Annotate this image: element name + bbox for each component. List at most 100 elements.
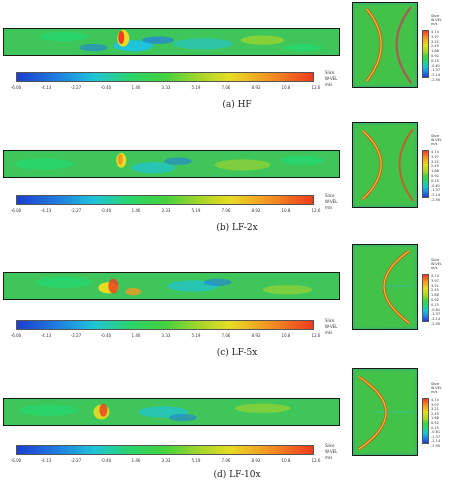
- colorbar-ticks: -6.00 -4.13 -2.27 -0.40 1.46 3.33 5.19 7…: [8, 333, 324, 341]
- legend-unit: m/s: [431, 266, 438, 270]
- velocity-field: [4, 151, 339, 177]
- vtick-label: 1.68: [431, 293, 439, 298]
- vtick-label: 2.45: [431, 411, 439, 416]
- legend-quantity: W-VEL: [431, 262, 442, 266]
- tick-label: 5.19: [191, 333, 201, 338]
- velocity-field: [4, 29, 339, 55]
- vtick-label: 0.15: [431, 178, 439, 183]
- tick-label: -0.40: [100, 208, 112, 213]
- vertical-colorbar-labels: Slice W-VEL m/s 4.74 3.97 3.21 2.45 1.68…: [431, 134, 471, 206]
- legend-unit: m/s: [431, 142, 438, 146]
- vtick-label: 0.92: [431, 421, 439, 425]
- tick-label: 1.46: [131, 208, 141, 213]
- cross-section-field: [353, 123, 417, 207]
- legend-slice: Slice: [325, 318, 335, 323]
- legend-quantity: W-VEL: [325, 449, 338, 454]
- colorbar: [16, 320, 314, 330]
- tick-label: -2.27: [70, 458, 82, 463]
- vtick-label: 2.45: [431, 44, 439, 49]
- tick-label: 12.6: [311, 208, 321, 213]
- tick-label: -6.00: [10, 458, 22, 463]
- legend-quantity: W-VEL: [325, 324, 338, 329]
- cross-section-field: [353, 245, 417, 329]
- cross-section-image: [352, 368, 418, 456]
- vtick-label: -1.37: [431, 434, 441, 439]
- velocity-slice-image: [3, 150, 340, 178]
- legend-quantity: W-VEL: [431, 386, 442, 390]
- velocity-field: [4, 273, 339, 299]
- tick-label: -4.13: [40, 333, 52, 338]
- colorbar-legend: Slice W-VEL m/s: [325, 318, 338, 336]
- colorbar: [16, 445, 314, 455]
- tick-label: 12.6: [311, 458, 321, 463]
- panel-d: -6.00 -4.13 -2.27 -0.40 1.46 3.33 5.19 7…: [0, 366, 474, 484]
- tick-label: -2.27: [70, 333, 82, 338]
- cross-section-image: [352, 2, 418, 88]
- tick-label: -2.27: [70, 85, 82, 90]
- vertical-colorbar: [422, 398, 429, 444]
- velocity-slice-image: [3, 398, 340, 426]
- tick-label: 10.8: [281, 208, 291, 213]
- vtick-label: -1.37: [431, 68, 441, 73]
- tick-label: 3.33: [161, 85, 171, 90]
- tick-label: 5.19: [191, 208, 201, 213]
- vtick-label: 3.21: [431, 407, 439, 412]
- vtick-label: 3.97: [431, 34, 439, 39]
- tick-label: 7.06: [221, 85, 231, 90]
- vtick-label: -2.14: [431, 439, 441, 444]
- legend-unit: m/s: [325, 330, 333, 335]
- tick-label: 7.06: [221, 333, 231, 338]
- vtick-label: 4.74: [431, 398, 439, 402]
- tick-label: 10.8: [281, 85, 291, 90]
- tick-label: 8.92: [251, 333, 261, 338]
- panel-c: -6.00 -4.13 -2.27 -0.40 1.46 3.33 5.19 7…: [0, 244, 474, 362]
- tick-label: 8.92: [251, 85, 261, 90]
- legend-unit: m/s: [325, 205, 333, 210]
- cross-section-image: [352, 122, 418, 208]
- tick-label: -4.13: [40, 458, 52, 463]
- vtick-label: 3.21: [431, 283, 439, 288]
- vtick-label: 0.15: [431, 425, 439, 430]
- vertical-colorbar: [422, 150, 429, 198]
- legend-slice: Slice: [325, 193, 335, 198]
- tick-label: 12.6: [311, 333, 321, 338]
- vtick-label: -2.90: [431, 444, 441, 448]
- vtick-label: -1.37: [431, 188, 441, 193]
- legend-slice: Slice: [431, 134, 440, 138]
- legend-slice: Slice: [431, 14, 440, 18]
- tick-label: 3.33: [161, 458, 171, 463]
- vtick-label: -2.90: [431, 198, 441, 202]
- colorbar: [16, 195, 314, 205]
- vtick-label: -2.14: [431, 73, 441, 78]
- tick-label: -0.40: [100, 458, 112, 463]
- caption: (d) LF-10x: [213, 470, 261, 480]
- vertical-colorbar: [422, 274, 429, 322]
- vtick-label: 3.21: [431, 39, 439, 44]
- tick-label: 1.46: [131, 333, 141, 338]
- vtick-label: 1.68: [431, 169, 439, 174]
- vtick-label: -1.37: [431, 312, 441, 317]
- vtick-label: 4.74: [431, 30, 439, 34]
- legend-quantity: W-VEL: [431, 18, 442, 22]
- vtick-label: 3.97: [431, 402, 439, 407]
- legend-unit: m/s: [325, 455, 333, 460]
- vtick-label: 1.68: [431, 49, 439, 54]
- tick-label: 1.46: [131, 85, 141, 90]
- caption: (b) LF-2x: [216, 223, 258, 233]
- vtick-label: 2.45: [431, 164, 439, 169]
- vtick-label: -0.61: [431, 63, 441, 68]
- tick-label: -4.13: [40, 85, 52, 90]
- cross-section-image: [352, 244, 418, 330]
- tick-label: 5.19: [191, 458, 201, 463]
- vtick-label: -0.61: [431, 183, 441, 188]
- legend-quantity: W-VEL: [325, 199, 338, 204]
- tick-label: 3.33: [161, 208, 171, 213]
- legend-slice: Slice: [325, 70, 335, 75]
- vtick-label: -2.90: [431, 322, 441, 326]
- caption: (a) HF: [222, 100, 252, 110]
- legend-slice: Slice: [431, 382, 440, 386]
- legend-quantity: W-VEL: [325, 76, 338, 81]
- vtick-label: 3.97: [431, 278, 439, 283]
- tick-label: 7.06: [221, 208, 231, 213]
- colorbar-ticks: -6.00 -4.13 -2.27 -0.40 1.46 3.33 5.19 7…: [8, 458, 324, 466]
